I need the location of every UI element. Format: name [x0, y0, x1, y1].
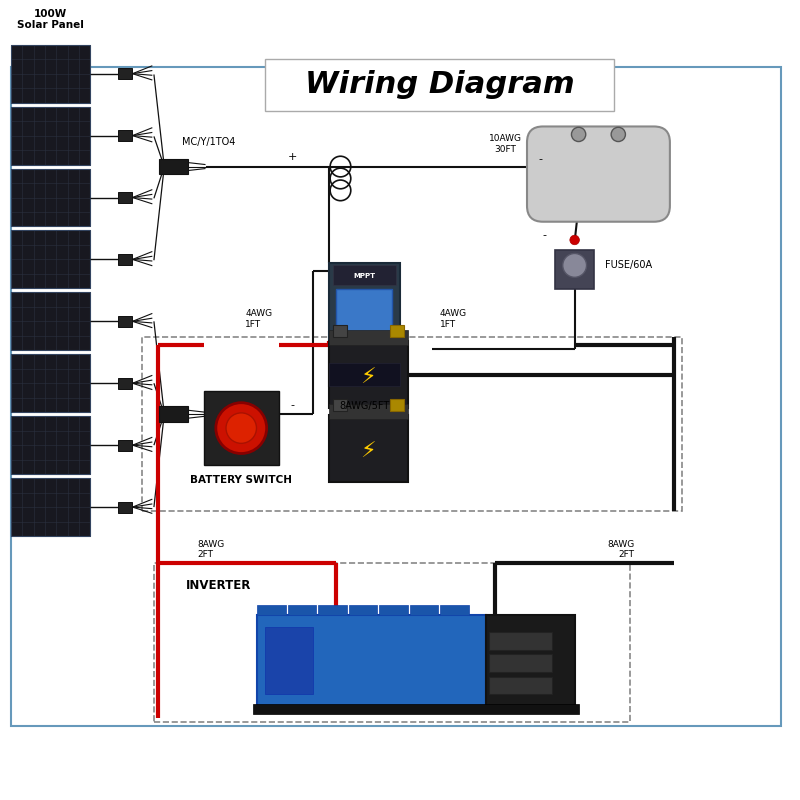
Text: 4AWG
1FT: 4AWG 1FT: [440, 310, 467, 329]
FancyBboxPatch shape: [118, 254, 133, 265]
FancyBboxPatch shape: [11, 230, 90, 289]
FancyBboxPatch shape: [527, 126, 670, 222]
FancyBboxPatch shape: [118, 378, 133, 389]
FancyBboxPatch shape: [333, 325, 347, 337]
FancyBboxPatch shape: [337, 289, 392, 333]
FancyBboxPatch shape: [118, 68, 133, 79]
FancyBboxPatch shape: [118, 192, 133, 203]
FancyBboxPatch shape: [3, 3, 797, 798]
Circle shape: [562, 254, 586, 278]
Text: ⚡: ⚡: [361, 442, 376, 462]
FancyBboxPatch shape: [159, 406, 188, 422]
FancyBboxPatch shape: [486, 614, 574, 706]
FancyBboxPatch shape: [349, 605, 377, 614]
FancyBboxPatch shape: [554, 250, 594, 289]
FancyBboxPatch shape: [11, 354, 90, 412]
FancyBboxPatch shape: [159, 158, 188, 174]
FancyBboxPatch shape: [11, 292, 90, 350]
FancyBboxPatch shape: [11, 45, 90, 102]
FancyBboxPatch shape: [11, 169, 90, 226]
Circle shape: [571, 127, 586, 142]
FancyBboxPatch shape: [333, 266, 396, 286]
FancyBboxPatch shape: [253, 704, 578, 714]
FancyBboxPatch shape: [287, 605, 316, 614]
FancyBboxPatch shape: [379, 605, 408, 614]
FancyBboxPatch shape: [118, 440, 133, 450]
FancyBboxPatch shape: [257, 614, 486, 706]
Text: +: +: [288, 152, 298, 162]
FancyBboxPatch shape: [204, 391, 278, 466]
Circle shape: [226, 413, 257, 443]
Text: 4AWG
1FT: 4AWG 1FT: [246, 310, 272, 329]
FancyBboxPatch shape: [11, 416, 90, 474]
Text: FUSE/60A: FUSE/60A: [605, 260, 652, 270]
Circle shape: [611, 127, 626, 142]
FancyBboxPatch shape: [489, 632, 553, 650]
FancyBboxPatch shape: [489, 654, 553, 672]
FancyBboxPatch shape: [390, 398, 404, 410]
FancyBboxPatch shape: [11, 478, 90, 536]
FancyBboxPatch shape: [489, 677, 553, 694]
FancyBboxPatch shape: [390, 325, 404, 337]
FancyBboxPatch shape: [11, 106, 90, 165]
Text: MC/Y/1TO4: MC/Y/1TO4: [182, 137, 235, 146]
FancyBboxPatch shape: [333, 398, 347, 410]
FancyBboxPatch shape: [329, 414, 408, 482]
FancyBboxPatch shape: [265, 59, 614, 110]
FancyBboxPatch shape: [118, 316, 133, 327]
FancyBboxPatch shape: [118, 130, 133, 141]
Text: -: -: [543, 230, 547, 240]
FancyBboxPatch shape: [329, 341, 408, 408]
FancyBboxPatch shape: [329, 263, 400, 386]
FancyBboxPatch shape: [329, 404, 408, 418]
FancyBboxPatch shape: [329, 330, 408, 345]
FancyBboxPatch shape: [257, 605, 286, 614]
FancyBboxPatch shape: [329, 362, 400, 386]
Text: MPPT: MPPT: [354, 273, 375, 278]
Text: 8AWG
2FT: 8AWG 2FT: [607, 540, 634, 559]
FancyBboxPatch shape: [440, 605, 469, 614]
Text: Wiring Diagram: Wiring Diagram: [305, 70, 574, 99]
FancyBboxPatch shape: [410, 605, 438, 614]
Text: BATTERY SWITCH: BATTERY SWITCH: [190, 474, 292, 485]
Text: 100W
Solar Panel: 100W Solar Panel: [18, 9, 84, 30]
FancyBboxPatch shape: [265, 626, 313, 694]
FancyBboxPatch shape: [118, 502, 133, 513]
Circle shape: [216, 402, 266, 454]
Text: -: -: [291, 400, 295, 410]
Text: -: -: [539, 154, 543, 164]
Text: ⚡: ⚡: [361, 368, 376, 388]
FancyBboxPatch shape: [318, 605, 346, 614]
Text: INVERTER: INVERTER: [186, 579, 251, 592]
Text: 10AWG
30FT: 10AWG 30FT: [489, 134, 522, 154]
Circle shape: [570, 235, 579, 245]
Text: 8AWG/5FT: 8AWG/5FT: [339, 401, 390, 410]
Text: 8AWG
2FT: 8AWG 2FT: [198, 540, 225, 559]
